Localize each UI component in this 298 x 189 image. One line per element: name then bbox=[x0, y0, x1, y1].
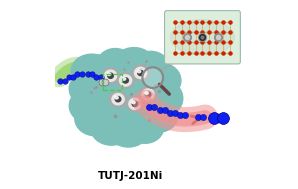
Ellipse shape bbox=[102, 68, 119, 84]
Ellipse shape bbox=[115, 97, 121, 102]
Ellipse shape bbox=[142, 89, 154, 100]
Ellipse shape bbox=[145, 92, 151, 97]
Ellipse shape bbox=[97, 49, 134, 82]
Ellipse shape bbox=[69, 89, 107, 123]
Ellipse shape bbox=[122, 78, 126, 80]
Ellipse shape bbox=[112, 94, 124, 105]
Ellipse shape bbox=[170, 20, 235, 55]
Ellipse shape bbox=[139, 87, 157, 102]
Ellipse shape bbox=[145, 92, 148, 94]
Ellipse shape bbox=[75, 102, 116, 136]
Ellipse shape bbox=[113, 48, 155, 81]
Circle shape bbox=[142, 67, 163, 88]
Ellipse shape bbox=[119, 75, 132, 86]
Ellipse shape bbox=[132, 51, 170, 85]
FancyBboxPatch shape bbox=[164, 11, 240, 64]
Ellipse shape bbox=[134, 67, 147, 79]
Ellipse shape bbox=[107, 73, 111, 76]
Ellipse shape bbox=[91, 111, 132, 145]
Ellipse shape bbox=[115, 96, 118, 99]
Ellipse shape bbox=[104, 70, 117, 81]
Text: TUTJ-201Ni: TUTJ-201Ni bbox=[98, 171, 163, 181]
Ellipse shape bbox=[117, 72, 134, 88]
Ellipse shape bbox=[137, 70, 141, 73]
Ellipse shape bbox=[143, 64, 181, 97]
Ellipse shape bbox=[138, 70, 143, 76]
Ellipse shape bbox=[126, 96, 144, 112]
Ellipse shape bbox=[132, 65, 150, 81]
Ellipse shape bbox=[69, 72, 107, 106]
Ellipse shape bbox=[123, 78, 128, 83]
Ellipse shape bbox=[71, 54, 112, 88]
Ellipse shape bbox=[132, 101, 135, 104]
Ellipse shape bbox=[94, 57, 166, 125]
Ellipse shape bbox=[126, 109, 164, 143]
Bar bbox=[103, 74, 122, 90]
Ellipse shape bbox=[129, 98, 141, 109]
Ellipse shape bbox=[149, 81, 183, 115]
Ellipse shape bbox=[83, 55, 117, 89]
Ellipse shape bbox=[109, 91, 127, 107]
Ellipse shape bbox=[141, 98, 178, 132]
Ellipse shape bbox=[108, 113, 149, 147]
Ellipse shape bbox=[132, 101, 138, 107]
Ellipse shape bbox=[108, 73, 113, 78]
